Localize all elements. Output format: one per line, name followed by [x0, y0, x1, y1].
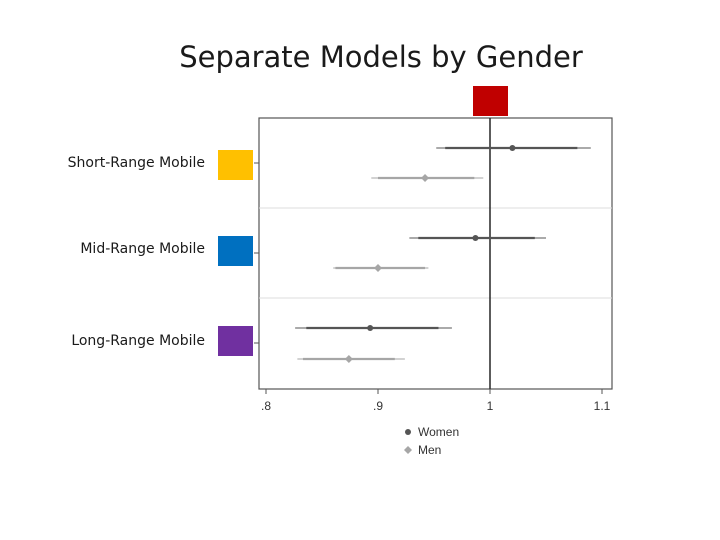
x-tick-label: .8 — [261, 399, 271, 413]
legend-marker — [405, 429, 411, 435]
legend-label: Men — [418, 443, 441, 457]
plot-frame — [258, 117, 613, 390]
page-title: Separate Models by Gender — [179, 40, 583, 74]
x-tick-label: .9 — [373, 399, 383, 413]
estimate-point — [374, 264, 382, 272]
estimate-point — [421, 174, 430, 182]
row-label-long-range: Long-Range Mobile — [71, 333, 205, 349]
estimate-point — [509, 145, 516, 151]
x-tick-label: 1 — [487, 399, 494, 413]
legend-marker — [404, 446, 412, 454]
short-range-color-swatch — [218, 150, 253, 180]
mid-range-color-swatch — [218, 236, 253, 266]
row-label-mid-range: Mid-Range Mobile — [80, 241, 205, 257]
estimate-point — [367, 325, 374, 331]
long-range-color-swatch — [218, 326, 253, 356]
estimate-point — [344, 355, 353, 363]
x-tick-label: 1.1 — [594, 399, 611, 413]
row-label-short-range: Short-Range Mobile — [67, 155, 205, 171]
estimate-point — [472, 235, 479, 241]
reference-color-swatch — [473, 86, 508, 116]
legend-label: Women — [418, 425, 459, 439]
